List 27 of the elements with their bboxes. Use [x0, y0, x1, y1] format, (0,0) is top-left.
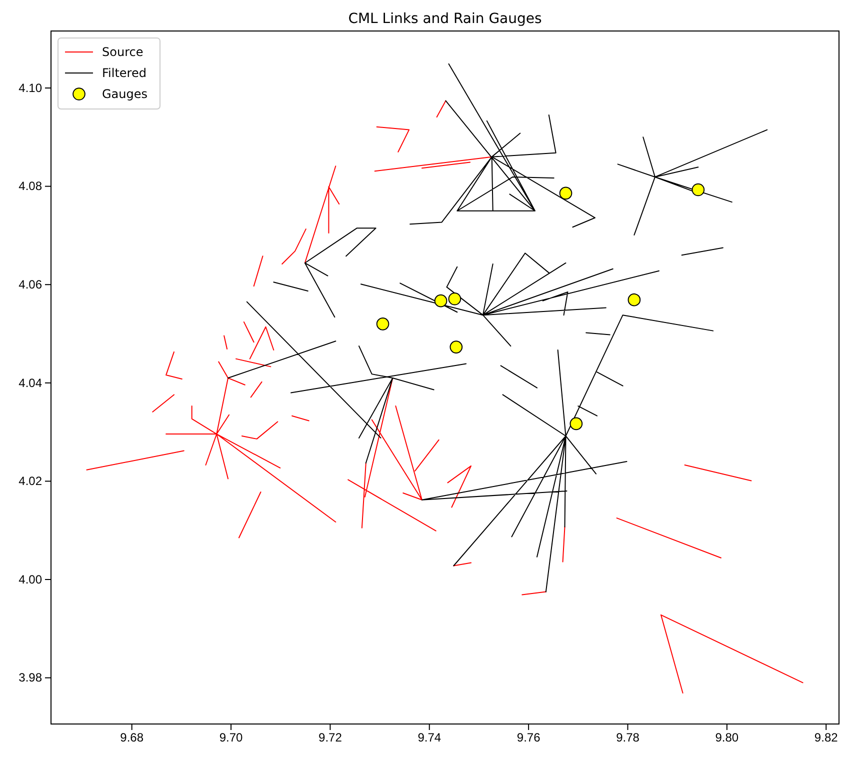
x-tick-label: 9.68	[120, 730, 144, 745]
point	[376, 318, 390, 330]
point	[692, 183, 705, 196]
point	[450, 340, 463, 354]
y-tick-label: 4.10	[18, 80, 42, 95]
x-tick-label: 9.74	[418, 730, 442, 745]
y-tick-label: 4.00	[18, 572, 42, 586]
legend-label: Gauges	[102, 87, 148, 101]
x-tick-label: 9.82	[814, 730, 838, 745]
point	[559, 186, 572, 200]
chart-title: CML Links and Rain Gauges	[348, 11, 542, 27]
legend-label: Source	[102, 45, 144, 59]
point	[434, 294, 448, 308]
x-tick-label: 9.80	[715, 730, 739, 745]
y-tick-label: 3.98	[18, 670, 42, 685]
legend-label: Filtered	[102, 66, 146, 80]
x-tick-label: 9.78	[616, 730, 640, 745]
point	[448, 292, 462, 306]
x-tick-label: 9.76	[516, 730, 541, 745]
x-tick-label: 9.70	[219, 730, 244, 745]
y-tick-label: 4.04	[18, 376, 42, 390]
y-tick-label: 4.08	[18, 179, 42, 194]
point	[570, 417, 583, 430]
y-tick-label: 4.06	[18, 277, 42, 292]
x-tick-label: 9.72	[318, 730, 342, 745]
point	[628, 293, 641, 306]
y-tick-label: 4.02	[18, 474, 42, 488]
